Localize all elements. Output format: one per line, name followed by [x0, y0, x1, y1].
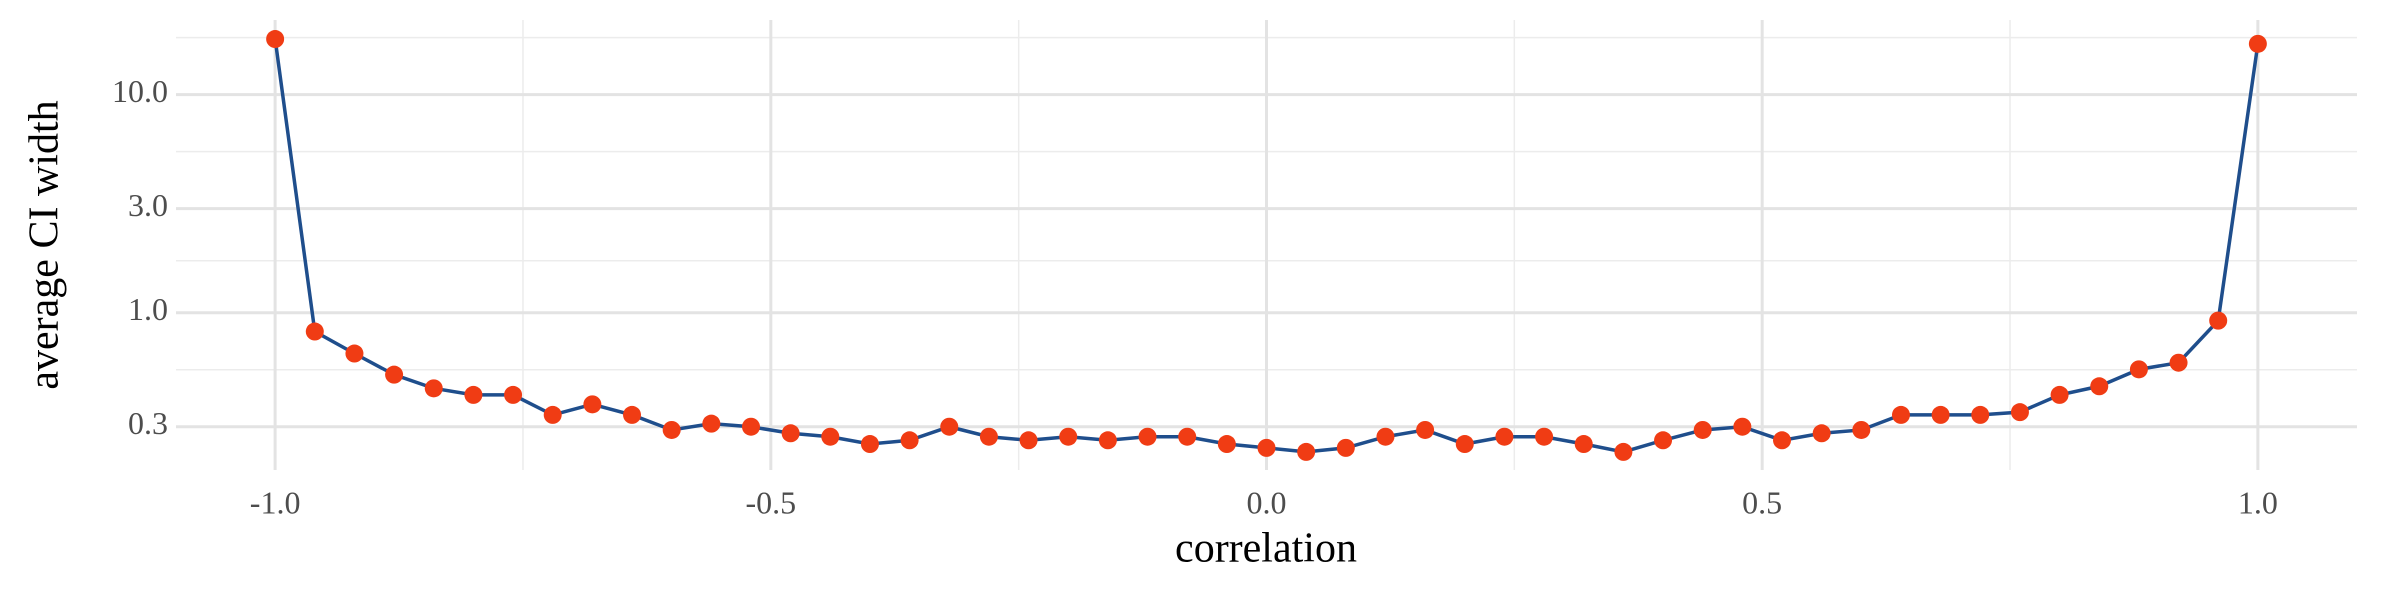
y-axis-title: average CI width	[22, 100, 68, 389]
data-point	[940, 417, 959, 436]
data-point	[266, 30, 285, 49]
data-point	[1019, 431, 1038, 450]
y-tick-label: 0.3	[128, 405, 168, 441]
data-point	[741, 417, 760, 436]
data-point	[2169, 353, 2188, 372]
y-tick-label: 10.0	[112, 73, 168, 109]
data-point	[821, 427, 840, 446]
data-point	[424, 379, 443, 398]
data-point	[385, 365, 404, 384]
data-point	[1416, 420, 1435, 439]
x-tick-label: 1.0	[2238, 484, 2278, 520]
data-point	[662, 420, 681, 439]
data-point	[1812, 424, 1831, 443]
data-point	[305, 322, 324, 341]
x-tick-label: 0.0	[1247, 484, 1287, 520]
data-point	[1098, 431, 1117, 450]
x-tick-label: -0.5	[745, 484, 796, 520]
data-point	[1376, 427, 1395, 446]
data-point	[2248, 34, 2267, 53]
x-tick-label: 0.5	[1742, 484, 1782, 520]
data-point	[1495, 427, 1514, 446]
data-point	[2209, 311, 2228, 330]
data-point	[583, 395, 602, 414]
data-point	[1178, 427, 1197, 446]
data-point	[543, 405, 562, 424]
data-point	[979, 427, 998, 446]
data-point	[345, 344, 364, 363]
data-point	[2129, 360, 2148, 379]
data-point	[900, 431, 919, 450]
data-point	[1336, 438, 1355, 457]
x-axis-title: correlation	[1175, 526, 1357, 572]
data-point	[1654, 431, 1673, 450]
y-tick-label: 3.0	[128, 187, 168, 223]
x-tick-label: -1.0	[250, 484, 301, 520]
data-point	[1852, 420, 1871, 439]
y-tick-label: 1.0	[128, 291, 168, 327]
data-point	[1733, 417, 1752, 436]
data-point	[464, 385, 483, 404]
data-point	[1773, 431, 1792, 450]
data-point	[1891, 405, 1910, 424]
data-point	[781, 424, 800, 443]
data-point	[1138, 427, 1157, 446]
data-point	[504, 385, 523, 404]
data-point	[1535, 427, 1554, 446]
data-point	[1059, 427, 1078, 446]
data-point	[2010, 403, 2029, 422]
data-point	[1297, 442, 1316, 461]
data-point	[1971, 405, 1990, 424]
data-point	[2050, 385, 2069, 404]
data-point	[2090, 377, 2109, 396]
data-point	[860, 435, 879, 454]
data-point	[1455, 435, 1474, 454]
data-point	[702, 414, 721, 433]
data-point	[1931, 405, 1950, 424]
data-point	[1614, 442, 1633, 461]
data-point	[1257, 438, 1276, 457]
data-point	[1693, 420, 1712, 439]
data-point	[1574, 435, 1593, 454]
data-point	[1217, 435, 1236, 454]
data-point	[623, 405, 642, 424]
